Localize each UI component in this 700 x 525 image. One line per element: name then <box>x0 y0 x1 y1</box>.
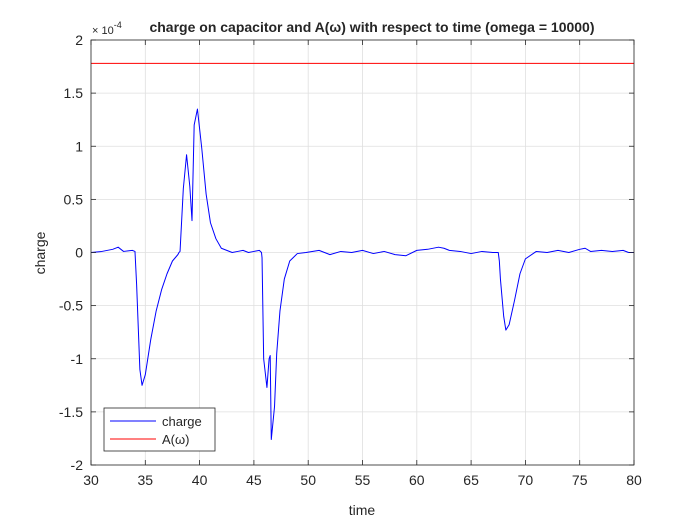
y-tick-label: -1.5 <box>59 404 83 420</box>
legend-box <box>103 407 216 452</box>
x-tick-label: 40 <box>192 472 208 488</box>
x-tick-label: 80 <box>626 472 642 488</box>
y-exponent-base: × 10 <box>92 25 114 37</box>
legend: charge A(ω) <box>103 407 216 452</box>
y-exponent-power: -4 <box>114 20 122 30</box>
x-tick-label: 55 <box>355 472 371 488</box>
legend-label-a-omega: A(ω) <box>162 432 189 447</box>
tick-labels: 30 35 40 45 50 55 60 65 70 75 80 -2 -1.5 -1 -0.5 0 0.5 1 1… <box>59 32 642 488</box>
y-tick-label: 2 <box>75 32 83 48</box>
x-tick-label: 70 <box>518 472 534 488</box>
y-axis-label: charge <box>32 231 48 274</box>
y-tick-label: 1 <box>75 138 83 154</box>
y-tick-label: -1 <box>71 351 84 367</box>
y-tick-label: 0.5 <box>64 191 84 207</box>
x-tick-label: 30 <box>83 472 99 488</box>
y-tick-label: -2 <box>71 457 84 473</box>
x-tick-label: 65 <box>463 472 479 488</box>
y-tick-label: -0.5 <box>59 298 83 314</box>
ticks <box>90 39 635 466</box>
x-axis-label: time <box>349 502 376 518</box>
series-layer <box>90 62 634 440</box>
chart-title: charge on capacitor and A(ω) with respec… <box>149 19 594 35</box>
series-line-charge <box>90 108 634 440</box>
x-tick-label: 35 <box>138 472 154 488</box>
x-tick-label: 50 <box>300 472 316 488</box>
x-tick-label: 60 <box>409 472 425 488</box>
y-tick-label: 0 <box>75 245 83 261</box>
y-axis-exponent: × 10-4 <box>92 20 122 37</box>
legend-label-charge: charge <box>162 414 202 429</box>
x-tick-label: 75 <box>572 472 588 488</box>
x-tick-label: 45 <box>246 472 262 488</box>
y-tick-label: 1.5 <box>64 85 84 101</box>
